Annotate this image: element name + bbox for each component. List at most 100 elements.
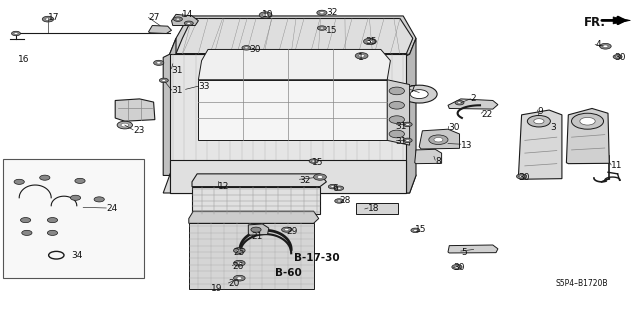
Circle shape bbox=[47, 218, 58, 223]
Circle shape bbox=[616, 56, 620, 58]
Text: 12: 12 bbox=[218, 182, 229, 191]
Circle shape bbox=[516, 174, 527, 179]
Polygon shape bbox=[448, 245, 498, 253]
Circle shape bbox=[173, 17, 182, 21]
Text: 3: 3 bbox=[550, 123, 556, 132]
Circle shape bbox=[389, 101, 404, 109]
Circle shape bbox=[312, 160, 316, 162]
Circle shape bbox=[237, 262, 242, 264]
Circle shape bbox=[317, 10, 327, 15]
Polygon shape bbox=[387, 80, 410, 145]
Text: 24: 24 bbox=[106, 204, 118, 213]
Text: 16: 16 bbox=[18, 55, 29, 63]
Circle shape bbox=[317, 26, 326, 30]
Text: 22: 22 bbox=[481, 110, 493, 119]
Bar bbox=[356, 203, 398, 214]
Circle shape bbox=[284, 228, 289, 231]
Circle shape bbox=[234, 260, 245, 266]
Text: 7: 7 bbox=[410, 85, 415, 94]
Circle shape bbox=[411, 228, 420, 233]
Circle shape bbox=[452, 264, 462, 270]
Text: 15: 15 bbox=[326, 26, 338, 35]
Circle shape bbox=[389, 116, 404, 123]
Text: 31: 31 bbox=[172, 86, 183, 95]
Circle shape bbox=[319, 11, 324, 14]
Polygon shape bbox=[192, 174, 326, 187]
Circle shape bbox=[331, 186, 335, 188]
Circle shape bbox=[364, 38, 376, 45]
Text: 31: 31 bbox=[396, 122, 407, 130]
Polygon shape bbox=[170, 16, 416, 54]
Polygon shape bbox=[170, 160, 406, 193]
Polygon shape bbox=[448, 99, 498, 109]
Text: 31: 31 bbox=[172, 66, 183, 75]
Circle shape bbox=[47, 230, 58, 235]
Circle shape bbox=[389, 130, 404, 138]
Polygon shape bbox=[415, 149, 442, 164]
Text: 34: 34 bbox=[72, 251, 83, 260]
Circle shape bbox=[320, 27, 324, 29]
Circle shape bbox=[40, 175, 50, 180]
Polygon shape bbox=[518, 110, 562, 179]
Text: 18: 18 bbox=[368, 204, 380, 213]
Circle shape bbox=[401, 85, 437, 103]
Text: 19: 19 bbox=[211, 284, 223, 293]
Circle shape bbox=[42, 16, 54, 22]
Text: 30: 30 bbox=[453, 263, 465, 272]
Circle shape bbox=[244, 47, 248, 49]
Circle shape bbox=[14, 179, 24, 184]
Circle shape bbox=[14, 33, 18, 34]
Text: 15: 15 bbox=[312, 158, 323, 167]
Circle shape bbox=[335, 186, 344, 190]
Circle shape bbox=[282, 227, 292, 232]
Text: 23: 23 bbox=[133, 126, 145, 135]
Circle shape bbox=[22, 230, 32, 235]
Circle shape bbox=[603, 45, 608, 48]
Circle shape bbox=[355, 53, 368, 59]
Circle shape bbox=[162, 79, 166, 81]
Circle shape bbox=[337, 200, 341, 202]
Circle shape bbox=[117, 121, 132, 129]
Circle shape bbox=[406, 139, 410, 141]
Text: 6: 6 bbox=[333, 184, 339, 193]
Circle shape bbox=[259, 12, 272, 18]
Polygon shape bbox=[192, 187, 320, 214]
Circle shape bbox=[454, 266, 460, 268]
Polygon shape bbox=[403, 38, 416, 193]
Circle shape bbox=[335, 199, 344, 203]
Circle shape bbox=[580, 117, 595, 125]
Text: S5P4–B1720B: S5P4–B1720B bbox=[556, 279, 608, 288]
Polygon shape bbox=[248, 224, 269, 235]
Circle shape bbox=[519, 175, 524, 178]
Polygon shape bbox=[419, 129, 460, 149]
Circle shape bbox=[337, 187, 341, 189]
Text: 21: 21 bbox=[252, 232, 263, 241]
Circle shape bbox=[156, 62, 161, 64]
Polygon shape bbox=[148, 26, 172, 33]
Circle shape bbox=[534, 119, 544, 124]
Text: 8: 8 bbox=[435, 157, 441, 166]
Polygon shape bbox=[176, 19, 413, 54]
Circle shape bbox=[410, 90, 428, 99]
Polygon shape bbox=[198, 49, 390, 80]
Text: 32: 32 bbox=[326, 8, 338, 17]
Polygon shape bbox=[115, 99, 155, 121]
Circle shape bbox=[184, 21, 193, 26]
Text: 30: 30 bbox=[518, 173, 530, 182]
Text: 10: 10 bbox=[262, 10, 274, 19]
Circle shape bbox=[317, 175, 323, 178]
Circle shape bbox=[613, 55, 622, 59]
Text: 26: 26 bbox=[232, 262, 244, 271]
Circle shape bbox=[75, 178, 85, 183]
Circle shape bbox=[94, 197, 104, 202]
Text: 17: 17 bbox=[48, 13, 60, 22]
Text: 20: 20 bbox=[228, 279, 240, 288]
Circle shape bbox=[12, 31, 20, 36]
Text: 13: 13 bbox=[461, 141, 472, 150]
Text: 30: 30 bbox=[250, 45, 261, 54]
Circle shape bbox=[572, 113, 604, 129]
Text: 30: 30 bbox=[614, 53, 626, 62]
Circle shape bbox=[309, 159, 318, 163]
Text: 29: 29 bbox=[287, 227, 298, 236]
Polygon shape bbox=[189, 223, 314, 289]
